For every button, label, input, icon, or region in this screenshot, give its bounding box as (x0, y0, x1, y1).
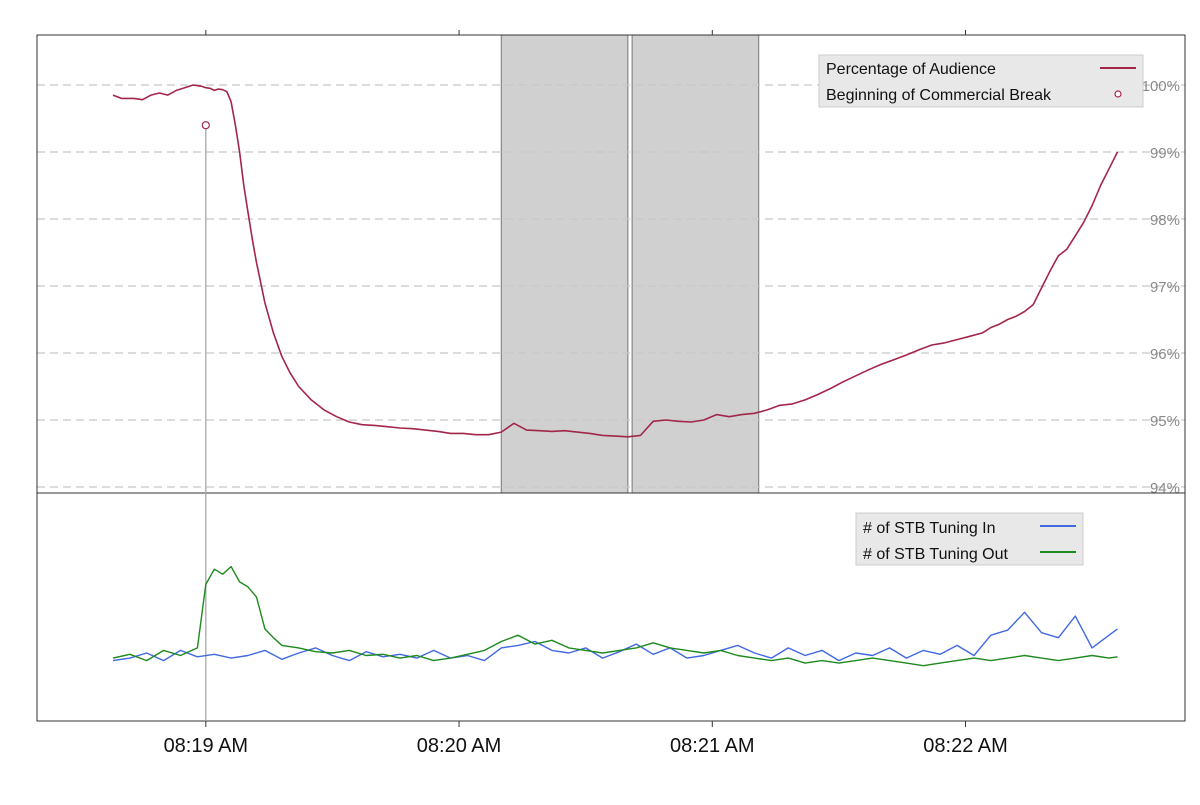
x-tick-label: 08:20 AM (417, 735, 502, 757)
legend-label-tuning-in: # of STB Tuning In (863, 520, 996, 537)
legend-label-commercial-break: Beginning of Commercial Break (826, 87, 1052, 104)
x-tick-label: 08:21 AM (670, 735, 755, 757)
audience-percentage-line (112, 84, 1119, 438)
y-tick-label: 98% (1150, 212, 1180, 229)
y-tick-label: 94% (1150, 480, 1180, 497)
commercial-break-region (631, 34, 760, 494)
legend-bottom (855, 512, 1084, 566)
commercial-break-region (500, 34, 629, 494)
y-tick-label: 99% (1150, 145, 1180, 162)
y-tick-label: 95% (1150, 413, 1180, 430)
y-tick-label: 96% (1150, 346, 1180, 363)
x-tick-label: 08:22 AM (923, 735, 1008, 757)
y-tick-label: 100% (1142, 78, 1180, 95)
x-tick-label: 08:19 AM (164, 735, 249, 757)
y-tick-label: 97% (1150, 279, 1180, 296)
tuning-in-line (112, 611, 1118, 662)
legend-label-audience: Percentage of Audience (826, 61, 996, 78)
legend-swatch-commercial-break (1114, 90, 1122, 98)
legend-label-tuning-out: # of STB Tuning Out (863, 546, 1009, 563)
commercial-break-marker (201, 121, 210, 130)
legend-top (818, 54, 1144, 108)
tuning-out-line (112, 565, 1118, 667)
bottom-panel-frame (36, 492, 1186, 722)
